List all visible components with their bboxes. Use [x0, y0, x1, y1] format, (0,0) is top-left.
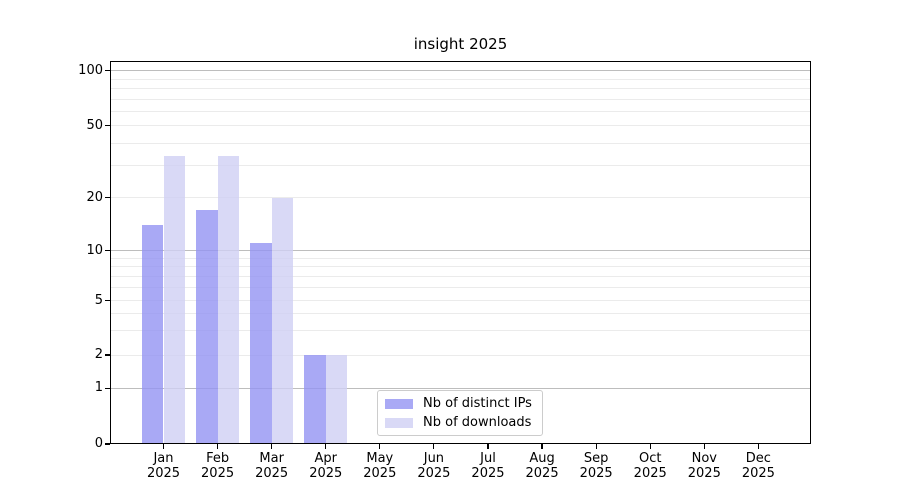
x-tick-label: Oct 2025 [622, 451, 678, 481]
x-tick-month: Mar [259, 451, 284, 466]
y-tick-label: 0 [94, 436, 103, 451]
x-tick-year: 2025 [633, 466, 667, 481]
plot-area-spines [110, 61, 811, 444]
x-tick-mark [757, 444, 759, 449]
x-tick-month: Nov [691, 451, 717, 466]
legend-swatch-nb-of-distinct-ips [385, 398, 413, 409]
x-tick-month: May [366, 451, 394, 466]
y-tick-label: 20 [86, 189, 103, 205]
x-tick-year: 2025 [255, 466, 289, 481]
x-tick-year: 2025 [471, 466, 505, 481]
legend: Nb of distinct IPs Nb of downloads [377, 390, 543, 436]
legend-label: Nb of downloads [423, 415, 532, 430]
x-tick-mark [162, 444, 165, 449]
x-tick-month: Apr [314, 451, 337, 466]
x-tick-mark [487, 444, 489, 449]
y-tick-label: 5 [94, 292, 103, 308]
x-tick-label: Mar 2025 [244, 451, 300, 481]
x-tick-label: Jan 2025 [136, 451, 192, 481]
x-tick-label: Apr 2025 [298, 451, 354, 481]
x-tick-year: 2025 [417, 466, 451, 481]
x-tick-mark [649, 444, 651, 449]
x-tick-year: 2025 [741, 466, 775, 481]
x-tick-month: Jun [423, 451, 445, 466]
legend-label: Nb of distinct IPs [423, 396, 532, 411]
x-tick-label: Jul 2025 [460, 451, 516, 481]
x-tick-year: 2025 [201, 466, 235, 481]
x-tick-month: Feb [206, 451, 230, 466]
x-tick-label: Nov 2025 [676, 451, 732, 481]
x-tick-mark [216, 444, 219, 449]
x-tick-month: Sep [583, 451, 609, 466]
x-tick-label: Sep 2025 [568, 451, 624, 481]
chart-title: insight 2025 [413, 35, 508, 53]
x-tick-year: 2025 [146, 466, 181, 481]
x-tick-year: 2025 [309, 466, 343, 481]
x-tick-mark [703, 444, 705, 449]
x-tick-mark [379, 444, 381, 449]
x-tick-mark [541, 444, 543, 449]
x-tick-mark [595, 444, 597, 449]
y-tick-label: 1 [94, 380, 103, 396]
x-tick-month: Oct [638, 451, 662, 466]
x-tick-year: 2025 [363, 466, 397, 481]
y-tick-label: 2 [94, 347, 103, 362]
x-tick-month: Aug [529, 451, 555, 466]
x-tick-mark [325, 444, 327, 449]
y-tick-label: 10 [86, 242, 103, 258]
x-tick-label: Dec 2025 [730, 451, 786, 481]
x-tick-mark [433, 444, 435, 449]
legend-swatch-nb-of-downloads [385, 417, 413, 428]
x-tick-label: Aug 2025 [514, 451, 570, 481]
x-tick-label: Jun 2025 [406, 451, 462, 481]
legend-entry: Nb of distinct IPs [385, 396, 542, 411]
x-tick-year: 2025 [687, 466, 721, 481]
x-tick-year: 2025 [525, 466, 559, 481]
y-tick-label: 100 [78, 62, 103, 78]
legend-entry: Nb of downloads [385, 415, 542, 430]
x-tick-label: Feb 2025 [190, 451, 246, 481]
x-tick-year: 2025 [579, 466, 613, 481]
x-tick-mark [271, 444, 273, 449]
y-tick-label: 50 [86, 117, 103, 133]
x-tick-month: Dec [745, 451, 771, 466]
x-tick-month: Jan [153, 451, 174, 466]
x-tick-month: Jul [480, 451, 496, 466]
x-tick-label: May 2025 [352, 451, 408, 481]
